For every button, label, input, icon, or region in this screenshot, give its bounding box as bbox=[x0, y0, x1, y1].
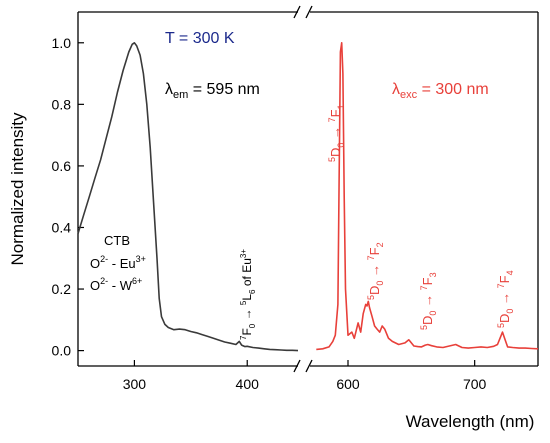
ctb-line-eu: O2- - Eu3+ bbox=[90, 254, 146, 271]
d0-f4-sup-5: 5 bbox=[496, 323, 506, 328]
d0-f1-f: F bbox=[328, 109, 343, 117]
d0-f2-f: F bbox=[367, 247, 382, 255]
ctb-eu: - Eu bbox=[108, 256, 135, 271]
transition-d0-f3: 5D0 → 7F3 bbox=[419, 272, 438, 330]
d0-f3-d: D bbox=[420, 316, 435, 325]
d0-f1-sub-1: 1 bbox=[336, 104, 346, 109]
d0-f1-sup-5: 5 bbox=[327, 157, 337, 162]
ctb-w: - W bbox=[108, 278, 133, 293]
d0-f3-arrow: → bbox=[420, 290, 435, 310]
d0-f4-sub-0: 0 bbox=[505, 309, 515, 314]
d0-f4-d: D bbox=[497, 314, 512, 323]
f0-l6-sub-0: 0 bbox=[248, 323, 257, 328]
y-tick-label: 0.4 bbox=[52, 219, 72, 235]
lambda-em-sub: em bbox=[173, 89, 188, 101]
break-mark-top-2 bbox=[305, 5, 313, 19]
break-mark-top-1 bbox=[293, 5, 301, 19]
break-mark-bottom-2 bbox=[305, 359, 313, 373]
y-tick-label: 1.0 bbox=[52, 35, 72, 51]
d0-f1-sup-7: 7 bbox=[327, 117, 337, 122]
lambda-exc-sub: exc bbox=[400, 89, 418, 101]
d0-f4-sup-7: 7 bbox=[496, 283, 506, 288]
excitation-spectrum-line bbox=[77, 42, 299, 352]
temperature-label: T = 300 K bbox=[165, 30, 235, 47]
f0-l6-transition-label: 7F0 → 5L6 of Eu3+ bbox=[239, 249, 257, 340]
lambda-exc-value: = 300 nm bbox=[417, 81, 489, 98]
d0-f3-sub-0: 0 bbox=[428, 311, 438, 316]
x-tick-label: 400 bbox=[236, 376, 260, 392]
y-tick-label: 0.6 bbox=[52, 158, 72, 174]
x-tick-label: 700 bbox=[463, 376, 487, 392]
ctb-line-w: O2- - W6+ bbox=[90, 276, 142, 293]
transition-d0-f1: 5D0 → 7F1 bbox=[327, 104, 346, 162]
ctb-w-charge: 6+ bbox=[132, 276, 142, 286]
lambda-exc-symbol: λ bbox=[392, 81, 400, 98]
d0-f3-sup-7: 7 bbox=[419, 285, 429, 290]
d0-f2-d: D bbox=[367, 286, 382, 295]
transition-d0-f2: 5D0 → 7F2 bbox=[366, 242, 385, 300]
y-tick-label: 0.8 bbox=[52, 96, 72, 112]
emission-spectrum-line bbox=[316, 42, 539, 351]
f0-l6-sup-3plus: 3+ bbox=[239, 249, 248, 258]
ctb-o-charge-2: 2- bbox=[100, 276, 108, 286]
f0-l6-f: F bbox=[240, 328, 254, 335]
ctb-o-1: O bbox=[90, 256, 100, 271]
lambda-em-value: = 595 nm bbox=[188, 81, 260, 98]
ctb-o-charge-1: 2- bbox=[100, 254, 108, 264]
y-ticks: 0.0 0.2 0.4 0.6 0.8 1.0 bbox=[52, 35, 84, 359]
x-tick-label: 300 bbox=[123, 376, 147, 392]
d0-f2-sub-0: 0 bbox=[375, 281, 385, 286]
d0-f4-sub-4: 4 bbox=[505, 270, 515, 275]
f0-l6-l: L bbox=[240, 294, 254, 301]
ctb-annotation: CTB O2- - Eu3+ O2- - W6+ bbox=[90, 233, 146, 293]
d0-f2-sub-2: 2 bbox=[375, 242, 385, 247]
d0-f2-arrow: → bbox=[367, 260, 382, 280]
f0-l6-tail: of Eu bbox=[240, 258, 254, 289]
d0-f4-arrow: → bbox=[497, 288, 512, 308]
d0-f1-sub-0: 0 bbox=[336, 143, 346, 148]
f0-l6-arrow: → bbox=[240, 305, 254, 324]
transition-d0-f4: 5D0 → 7F4 bbox=[496, 270, 515, 328]
axis-break-marks bbox=[293, 5, 313, 373]
f0-l6-sup-5: 5 bbox=[239, 300, 248, 305]
lambda-em-label: λem = 595 nm bbox=[165, 81, 260, 101]
y-tick-label: 0.2 bbox=[52, 281, 72, 297]
d0-f2-sup-5: 5 bbox=[366, 295, 376, 300]
ctb-eu-charge: 3+ bbox=[136, 254, 146, 264]
x-axis-label: Wavelength (nm) bbox=[406, 412, 535, 431]
lambda-em-symbol: λ bbox=[165, 81, 173, 98]
y-tick-label: 0.0 bbox=[52, 343, 72, 359]
d0-f3-sup-5: 5 bbox=[419, 325, 429, 330]
ctb-o-2: O bbox=[90, 278, 100, 293]
f0-l6-sub-6: 6 bbox=[248, 289, 257, 294]
transition-labels: 5D0 → 7F1 5D0 → 7F2 5D0 → 7F3 5D0 → 7F4 bbox=[327, 104, 515, 330]
x-tick-label: 600 bbox=[336, 376, 360, 392]
f0-l6-sup-7: 7 bbox=[239, 335, 248, 340]
d0-f1-arrow: → bbox=[328, 122, 343, 142]
plot-frame bbox=[77, 11, 539, 367]
d0-f3-sub-3: 3 bbox=[428, 272, 438, 277]
d0-f4-f: F bbox=[497, 275, 512, 283]
series-group bbox=[77, 42, 539, 352]
lambda-exc-label: λexc = 300 nm bbox=[392, 81, 489, 101]
x-ticks: 300 400 600 700 bbox=[123, 360, 487, 392]
d0-f3-f: F bbox=[420, 277, 435, 285]
d0-f2-sup-7: 7 bbox=[366, 255, 376, 260]
break-mark-bottom-1 bbox=[293, 359, 301, 373]
y-axis-label: Normalized intensity bbox=[8, 112, 27, 266]
d0-f1-d: D bbox=[328, 148, 343, 157]
ctb-title: CTB bbox=[104, 233, 130, 248]
